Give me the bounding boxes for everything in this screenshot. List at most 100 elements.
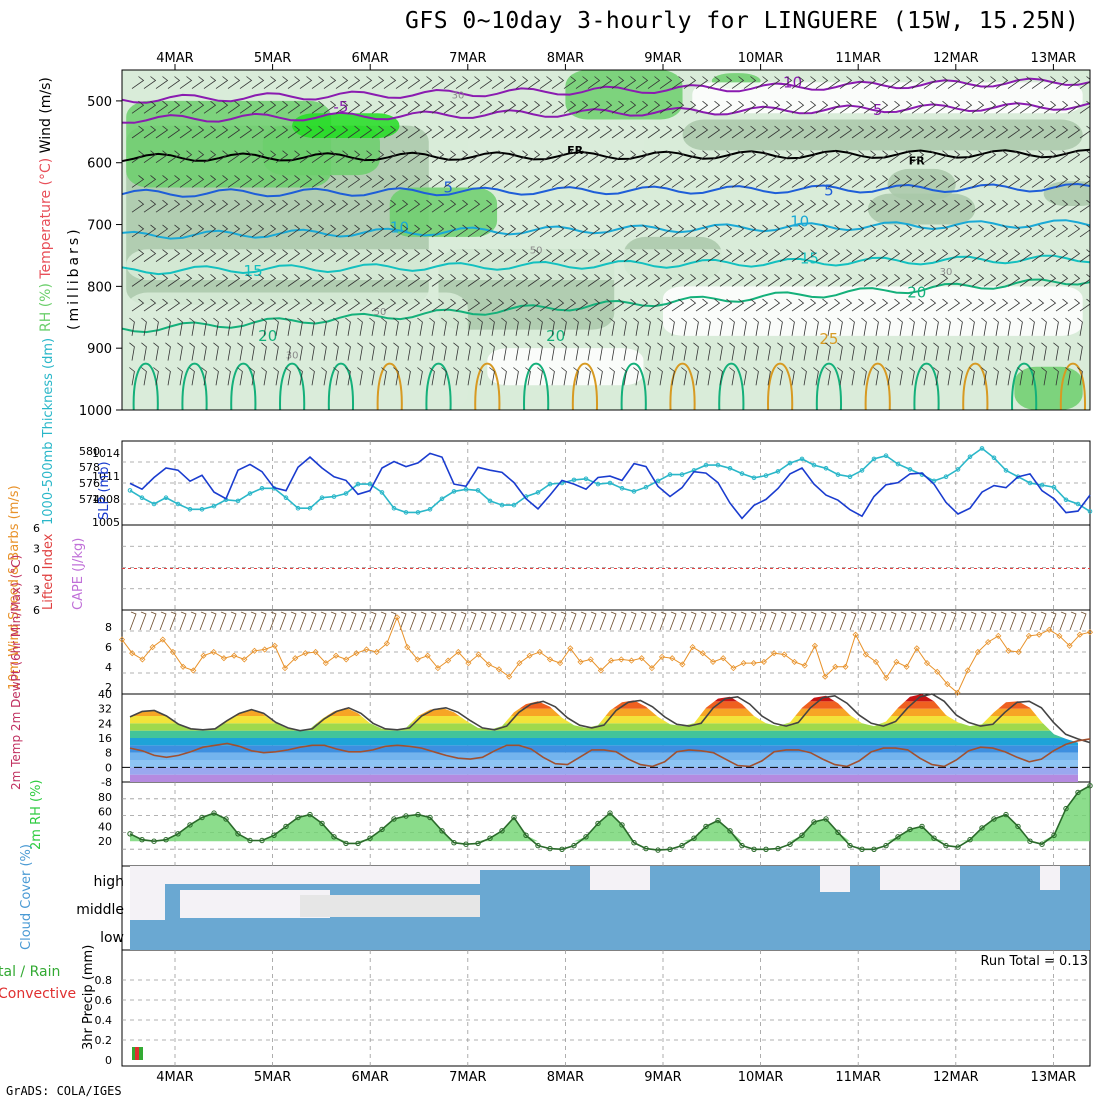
- wind-barb: [623, 273, 637, 287]
- wind-barb: [815, 199, 829, 213]
- wind-barb: [479, 199, 493, 213]
- wind-barb: [863, 100, 877, 114]
- wind-barb: [693, 317, 699, 336]
- wind-barb: [431, 273, 445, 287]
- wind-barb: [549, 317, 555, 336]
- wind-barb: [419, 611, 427, 631]
- wind-barb: [321, 342, 327, 361]
- wind-barb: [851, 249, 865, 262]
- y-tick-label: 1011: [92, 470, 120, 483]
- wind-barb: [359, 76, 373, 89]
- wind-barb: [1007, 273, 1021, 287]
- wind-barb: [1055, 298, 1069, 312]
- thickness-point: [283, 495, 289, 501]
- wind-barb: [753, 367, 759, 386]
- isotherm-label: 15: [800, 250, 819, 268]
- wind-barb: [153, 317, 159, 336]
- wind-barb: [1077, 342, 1083, 361]
- wind-speed-point: [699, 650, 706, 657]
- cloud-layer-label: middle: [76, 902, 124, 918]
- wind-barb: [299, 273, 313, 287]
- wind-barb: [827, 249, 841, 262]
- wind-barb: [503, 199, 517, 213]
- y-tick-label: 600: [87, 157, 112, 172]
- wind-barb: [227, 125, 241, 139]
- x-tick-label: 4MAR: [156, 51, 193, 66]
- wind-barb: [319, 611, 327, 631]
- wind-barb: [683, 249, 697, 262]
- isotherm-line: [425, 362, 452, 410]
- temp-band: [130, 760, 1078, 768]
- wind-barb: [1009, 611, 1017, 631]
- wind-barb: [599, 125, 613, 139]
- wind-barb: [239, 249, 253, 262]
- wind-barb: [359, 125, 373, 139]
- wind-barb: [947, 100, 961, 114]
- wind-barb: [285, 367, 291, 386]
- wind-barb: [539, 611, 547, 631]
- cloud-clear-patch: [480, 866, 570, 870]
- wind-speed-point: [546, 656, 554, 663]
- wind-barb: [453, 342, 459, 361]
- wind-barb: [1041, 342, 1047, 361]
- wind-barb: [623, 224, 637, 238]
- wind-barb: [669, 317, 675, 336]
- wind-barb: [455, 199, 469, 213]
- temp2m-line: [129, 693, 1091, 744]
- wind-barb: [527, 125, 541, 139]
- wind-barb: [587, 199, 601, 213]
- wind-barb: [201, 367, 207, 386]
- wind-barb: [309, 367, 315, 386]
- wind-barb: [143, 199, 157, 213]
- wind-barb: [849, 342, 855, 361]
- wind-barb: [911, 298, 925, 312]
- wind-barb: [1031, 150, 1045, 164]
- wind-barb: [455, 150, 469, 164]
- wind-barb: [849, 317, 855, 336]
- wind-barb: [191, 273, 205, 287]
- wind-barb: [287, 199, 301, 213]
- wind-barb: [179, 100, 193, 114]
- wind-barb: [705, 342, 711, 361]
- wind-barb: [755, 199, 769, 213]
- wind-barb: [861, 367, 867, 386]
- wind-barb: [719, 249, 733, 262]
- wind-barb: [803, 125, 817, 139]
- wind-barb: [767, 100, 781, 114]
- thickness-point: [967, 454, 973, 460]
- wind-barb: [875, 273, 889, 287]
- wind-barb: [297, 317, 303, 336]
- wind-barb: [215, 224, 229, 238]
- isotherm-line: [376, 362, 403, 410]
- wind-barb: [657, 317, 663, 336]
- isotherm-label: 10: [790, 212, 809, 230]
- wind-barb: [287, 100, 301, 114]
- wind-barb: [683, 150, 697, 164]
- wind-barb: [225, 317, 231, 336]
- wind-barb: [791, 175, 805, 188]
- wind-barb: [887, 150, 901, 164]
- wind-barb: [203, 175, 217, 188]
- wind-barb: [649, 611, 657, 631]
- x-tick-label: 9MAR: [644, 51, 681, 66]
- wind-barb: [899, 298, 913, 312]
- wind-barb: [551, 199, 565, 213]
- wind-barb: [863, 199, 877, 213]
- wind-barb: [1069, 611, 1077, 631]
- wind-barb: [863, 273, 877, 287]
- wind-barb: [515, 249, 529, 262]
- wind-barb: [299, 249, 313, 262]
- wind-barb: [839, 175, 853, 188]
- wind-barb: [203, 273, 217, 287]
- wind-barb: [645, 367, 651, 386]
- wind-barb: [743, 199, 757, 213]
- cloud-cover-panel: [130, 866, 1090, 950]
- wind-barb: [1067, 175, 1081, 188]
- wind-barb: [803, 100, 817, 114]
- wind-barb: [179, 175, 193, 188]
- wind-barb: [287, 273, 301, 287]
- wind-barb: [261, 367, 267, 386]
- wind-barb: [203, 249, 217, 262]
- wind-barb: [227, 100, 241, 114]
- wind-speed-point: [985, 639, 992, 646]
